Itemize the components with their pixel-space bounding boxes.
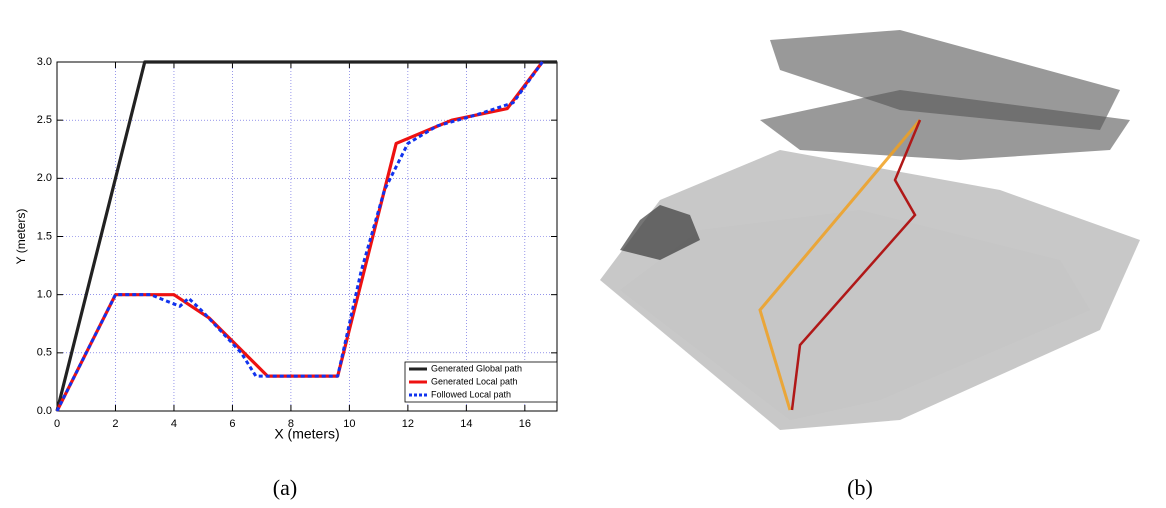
y-tick-label: 2.5 (37, 114, 52, 126)
x-tick-label: 14 (460, 418, 472, 430)
legend-label: Generated Local path (431, 376, 518, 386)
y-tick-label: 2.0 (37, 172, 52, 184)
y-tick-label: 0.5 (37, 347, 52, 359)
figure: 02468101214160.00.51.01.52.02.53.0X (met… (0, 0, 1166, 503)
x-tick-label: 4 (171, 418, 177, 430)
y-tick-label: 1.0 (37, 289, 52, 301)
legend-label: Generated Global path (431, 363, 522, 373)
x-tick-label: 0 (54, 418, 60, 430)
terrain-image (600, 30, 1140, 430)
x-tick-label: 2 (112, 418, 118, 430)
x-tick-label: 12 (402, 418, 414, 430)
y-tick-label: 3.0 (37, 56, 52, 68)
y-tick-label: 0.0 (37, 405, 52, 417)
y-axis-label: Y (meters) (14, 209, 28, 265)
x-tick-label: 16 (519, 418, 531, 430)
legend-label: Followed Local path (431, 389, 511, 399)
x-tick-label: 6 (229, 418, 235, 430)
panel-caption: (b) (847, 475, 873, 500)
x-axis-label: X (meters) (274, 426, 339, 442)
y-tick-label: 1.5 (37, 230, 52, 242)
x-tick-label: 10 (343, 418, 355, 430)
panel-caption: (a) (273, 475, 297, 500)
